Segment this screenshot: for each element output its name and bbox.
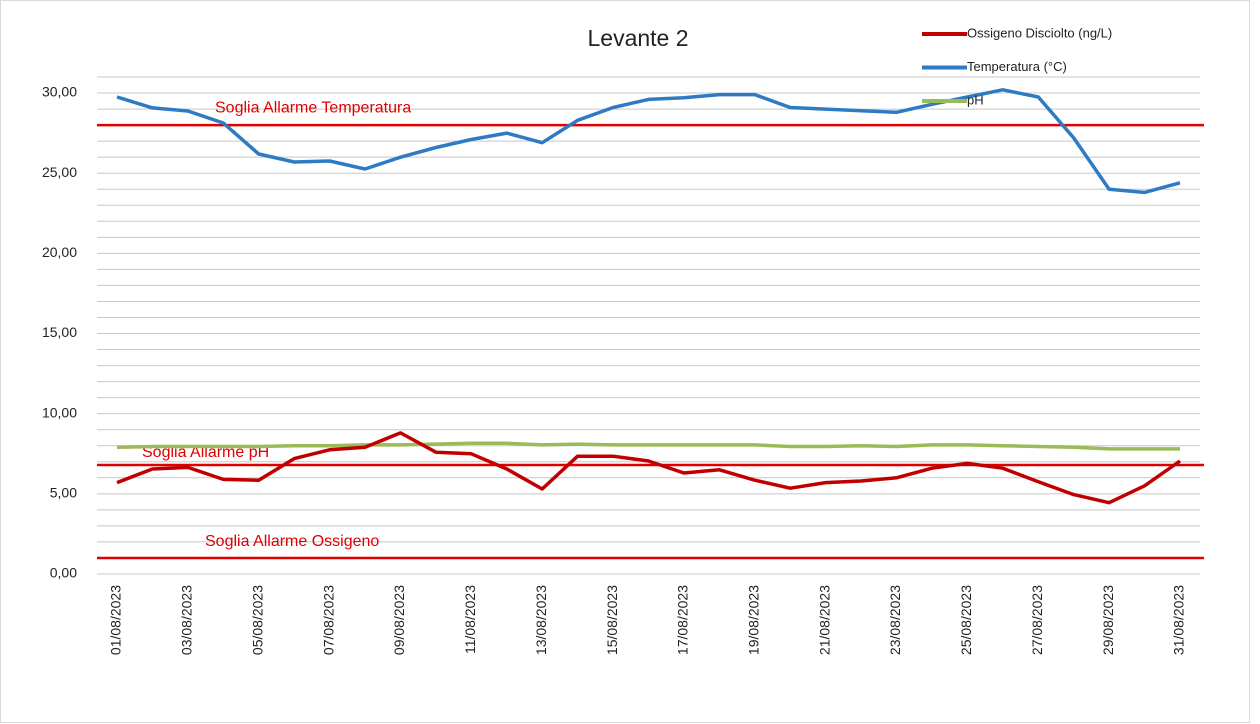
x-tick-label: 25/08/2023: [958, 585, 974, 655]
x-tick-label: 19/08/2023: [746, 585, 762, 655]
x-tick-label: 31/08/2023: [1171, 585, 1187, 655]
data-line: [116, 88, 1181, 195]
y-tick-label: 30,00: [42, 84, 77, 100]
x-tick-label: 21/08/2023: [816, 585, 832, 655]
x-tick-label: 23/08/2023: [887, 585, 903, 655]
x-tick-label: 07/08/2023: [320, 585, 336, 655]
x-tick-label: 27/08/2023: [1029, 585, 1045, 655]
x-tick-label: 17/08/2023: [675, 585, 691, 655]
data-line: [116, 441, 1180, 451]
x-tick-label: 01/08/2023: [108, 585, 124, 655]
x-tick-label: 09/08/2023: [391, 585, 407, 655]
threshold-label: Soglia Allarme Ossigeno: [205, 533, 379, 550]
y-tick-label: 5,00: [50, 485, 77, 501]
y-tick-label: 10,00: [42, 404, 77, 420]
y-tick-label: 25,00: [42, 164, 77, 180]
threshold-label: Soglia Allarme pH: [142, 444, 269, 461]
legend-label: Temperatura (°C): [967, 59, 1067, 74]
y-tick-label: 15,00: [42, 324, 77, 340]
data-line: [116, 431, 1182, 505]
x-tick-label: 03/08/2023: [179, 585, 195, 655]
x-tick-label: 13/08/2023: [533, 585, 549, 655]
chart-title: Levante 2: [587, 25, 688, 51]
y-tick-label: 0,00: [50, 565, 77, 581]
x-tick-label: 15/08/2023: [604, 585, 620, 655]
x-tick-label: 11/08/2023: [462, 585, 478, 654]
y-tick-label: 20,00: [42, 244, 77, 260]
legend-label: Ossigeno Disciolto (ng/L): [967, 25, 1112, 40]
x-tick-label: 29/08/2023: [1100, 585, 1116, 655]
legend-label: pH: [967, 92, 984, 107]
threshold-label: Soglia Allarme Temperatura: [215, 99, 411, 116]
x-tick-label: 05/08/2023: [249, 585, 265, 655]
